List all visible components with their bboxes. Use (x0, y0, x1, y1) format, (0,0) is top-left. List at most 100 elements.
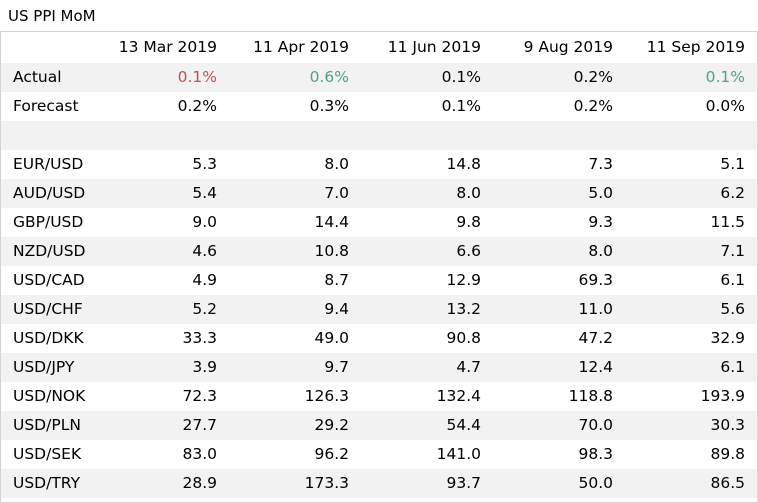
table-row: USD/TRY 28.9 173.3 93.7 50.0 86.5 (1, 469, 757, 498)
pair-label: USD/NOK (13, 387, 86, 405)
pair-value: 132.4 (436, 387, 481, 405)
pair-value: 9.4 (324, 300, 349, 318)
pair-value: 70.0 (578, 416, 613, 434)
pair-value: 5.2 (192, 300, 217, 318)
column-header: 11 Sep 2019 (646, 38, 745, 56)
pair-label: USD/SEK (13, 445, 82, 463)
pair-label: NZD/USD (13, 242, 86, 260)
table-row: USD/CHF 5.2 9.4 13.2 11.0 5.6 (1, 295, 757, 324)
forecast-value: 0.3% (309, 97, 349, 115)
pair-value: 30.3 (710, 416, 745, 434)
pair-value: 7.0 (324, 184, 349, 202)
pair-value: 86.5 (710, 474, 745, 492)
column-header: 13 Mar 2019 (118, 38, 217, 56)
pair-label: USD/DKK (13, 329, 84, 347)
pair-value: 93.7 (446, 474, 481, 492)
pair-value: 9.0 (192, 213, 217, 231)
pair-value: 6.1 (720, 358, 745, 376)
pair-value: 4.9 (192, 271, 217, 289)
pair-value: 49.0 (314, 329, 349, 347)
actual-value: 0.1% (705, 68, 745, 86)
pair-value: 9.3 (588, 213, 613, 231)
pair-value: 10.8 (314, 242, 349, 260)
table-row: USD/DKK 33.3 49.0 90.8 47.2 32.9 (1, 324, 757, 353)
pair-value: 8.0 (324, 155, 349, 173)
pair-value: 173.3 (304, 474, 349, 492)
actual-value: 0.2% (573, 68, 613, 86)
forecast-value: 0.0% (705, 97, 745, 115)
pair-value: 28.9 (182, 474, 217, 492)
pair-value: 90.8 (446, 329, 481, 347)
pair-label: USD/PLN (13, 416, 81, 434)
column-header: 11 Jun 2019 (387, 38, 481, 56)
pair-value: 83.0 (182, 445, 217, 463)
table-row: USD/NOK 72.3 126.3 132.4 118.8 193.9 (1, 382, 757, 411)
pair-value: 5.0 (588, 184, 613, 202)
pair-value: 8.0 (588, 242, 613, 260)
pair-label: USD/TRY (13, 474, 81, 492)
pair-value: 96.2 (314, 445, 349, 463)
pair-value: 14.8 (446, 155, 481, 173)
pair-value: 5.6 (720, 300, 745, 318)
pair-value: 29.2 (314, 416, 349, 434)
pair-value: 72.3 (182, 387, 217, 405)
pair-value: 98.3 (578, 445, 613, 463)
pair-label: USD/CHF (13, 300, 83, 318)
pair-value: 27.7 (182, 416, 217, 434)
pair-value: 8.7 (324, 271, 349, 289)
pair-label: GBP/USD (13, 213, 84, 231)
table-row: USD/PLN 27.7 29.2 54.4 70.0 30.3 (1, 411, 757, 440)
forecast-value: 0.2% (573, 97, 613, 115)
row-label: Actual (13, 68, 62, 86)
table-row: USD/JPY 3.9 9.7 4.7 12.4 6.1 (1, 353, 757, 382)
pair-value: 32.9 (710, 329, 745, 347)
pair-value: 6.2 (720, 184, 745, 202)
pair-value: 13.2 (446, 300, 481, 318)
forecast-row: Forecast 0.2% 0.3% 0.1% 0.2% 0.0% (1, 92, 757, 121)
table-row: USD/CAD 4.9 8.7 12.9 69.3 6.1 (1, 266, 757, 295)
pair-value: 8.0 (456, 184, 481, 202)
pair-value: 50.0 (578, 474, 613, 492)
pair-value: 7.1 (720, 242, 745, 260)
forecast-value: 0.1% (441, 97, 481, 115)
pair-label: EUR/USD (13, 155, 84, 173)
spacer-row (1, 121, 757, 150)
pair-value: 5.4 (192, 184, 217, 202)
forecast-value: 0.2% (177, 97, 217, 115)
pair-value: 5.1 (720, 155, 745, 173)
pair-value: 126.3 (304, 387, 349, 405)
pair-value: 12.9 (446, 271, 481, 289)
pair-value: 54.4 (446, 416, 481, 434)
pair-value: 5.3 (192, 155, 217, 173)
column-header: 9 Aug 2019 (523, 38, 613, 56)
pair-value: 89.8 (710, 445, 745, 463)
table-row: USD/SEK 83.0 96.2 141.0 98.3 89.8 (1, 440, 757, 469)
pair-value: 14.4 (314, 213, 349, 231)
pair-value: 11.0 (578, 300, 613, 318)
pair-value: 3.9 (192, 358, 217, 376)
pair-value: 33.3 (182, 329, 217, 347)
data-table: 13 Mar 2019 11 Apr 2019 11 Jun 2019 9 Au… (0, 31, 758, 503)
pair-value: 9.8 (456, 213, 481, 231)
table-row: NZD/USD 4.6 10.8 6.6 8.0 7.1 (1, 237, 757, 266)
table-title: US PPI MoM (8, 7, 96, 25)
pair-value: 47.2 (578, 329, 613, 347)
pair-value: 6.6 (456, 242, 481, 260)
pair-value: 69.3 (578, 271, 613, 289)
pair-label: AUD/USD (13, 184, 86, 202)
table-row: GBP/USD 9.0 14.4 9.8 9.3 11.5 (1, 208, 757, 237)
actual-value: 0.1% (177, 68, 217, 86)
pair-value: 12.4 (578, 358, 613, 376)
pair-value: 9.7 (324, 358, 349, 376)
pair-value: 6.1 (720, 271, 745, 289)
actual-value: 0.6% (309, 68, 349, 86)
actual-value: 0.1% (441, 68, 481, 86)
header-row: 13 Mar 2019 11 Apr 2019 11 Jun 2019 9 Au… (1, 33, 757, 62)
pair-label: USD/CAD (13, 271, 85, 289)
pair-value: 7.3 (588, 155, 613, 173)
column-header: 11 Apr 2019 (253, 38, 349, 56)
pair-value: 11.5 (710, 213, 745, 231)
table-row: EUR/USD 5.3 8.0 14.8 7.3 5.1 (1, 150, 757, 179)
pair-value: 118.8 (568, 387, 613, 405)
actual-row: Actual 0.1% 0.6% 0.1% 0.2% 0.1% (1, 63, 757, 92)
